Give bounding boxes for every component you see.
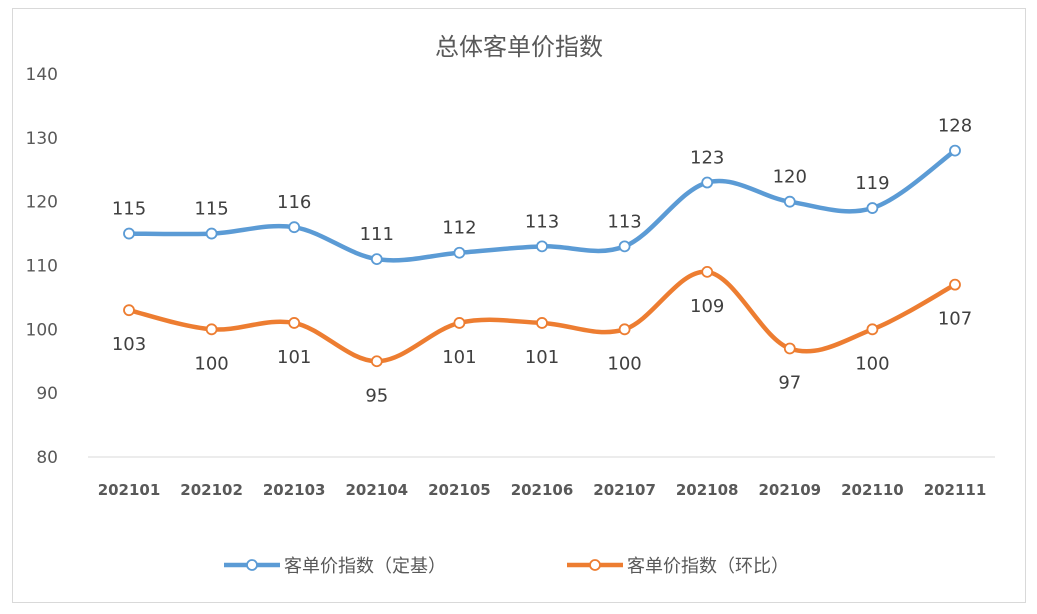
data-point (618, 240, 631, 253)
data-label: 112 (442, 218, 476, 239)
data-label: 103 (112, 334, 146, 355)
data-point (370, 355, 383, 368)
y-tick-label: 90 (36, 384, 58, 404)
legend-marker (589, 559, 601, 571)
chart-frame (12, 8, 1026, 603)
data-label: 109 (690, 296, 724, 317)
data-point (453, 317, 466, 329)
data-point (949, 144, 961, 157)
data-label: 101 (525, 347, 559, 368)
y-tick-label: 140 (26, 65, 58, 85)
x-tick-label: 202104 (345, 481, 408, 499)
data-point (288, 317, 301, 329)
data-label: 128 (938, 116, 972, 137)
y-tick-label: 100 (26, 320, 58, 340)
data-point (536, 317, 548, 329)
data-label: 123 (690, 148, 724, 169)
data-point (701, 265, 714, 278)
data-label: 100 (855, 353, 889, 374)
x-tick-label: 202106 (511, 481, 574, 499)
data-point (370, 253, 383, 266)
x-tick-label: 202108 (676, 481, 739, 499)
data-point (205, 227, 218, 240)
x-tick-label: 202109 (758, 481, 821, 499)
data-point (123, 227, 135, 240)
data-label: 115 (112, 199, 146, 220)
data-label: 95 (365, 385, 388, 406)
data-point (701, 176, 714, 189)
data-point (783, 342, 796, 355)
legend-label-1: 客单价指数（环比） (627, 556, 789, 577)
data-point (783, 195, 796, 208)
data-label: 116 (277, 192, 311, 213)
data-point (536, 240, 548, 253)
data-label: 119 (855, 173, 889, 194)
x-tick-label: 202103 (263, 481, 326, 499)
data-label: 113 (525, 211, 559, 232)
x-tick-label: 202101 (98, 481, 161, 499)
data-point (866, 202, 879, 214)
data-label: 113 (607, 211, 641, 232)
x-tick-label: 202102 (180, 481, 243, 499)
data-point (205, 323, 218, 336)
data-point (866, 323, 879, 336)
y-tick-label: 80 (36, 448, 58, 468)
data-label: 101 (277, 347, 311, 368)
data-label: 115 (194, 199, 228, 220)
data-point (453, 246, 466, 259)
data-label: 100 (194, 353, 228, 374)
data-label: 111 (360, 224, 394, 245)
data-label: 97 (778, 372, 801, 393)
data-label: 120 (773, 167, 807, 188)
y-tick-label: 120 (26, 193, 58, 213)
legend-marker (246, 559, 258, 571)
data-point (123, 304, 135, 317)
chart-title: 总体客单价指数 (435, 33, 603, 61)
data-label: 107 (938, 309, 972, 330)
legend-label-0: 客单价指数（定基） (284, 556, 446, 577)
data-point (618, 323, 631, 336)
x-tick-label: 202107 (593, 481, 656, 499)
y-tick-label: 130 (26, 129, 58, 149)
data-label: 100 (607, 353, 641, 374)
x-tick-label: 202105 (428, 481, 491, 499)
y-tick-label: 110 (26, 257, 58, 277)
x-tick-label: 202111 (924, 481, 987, 499)
data-point (288, 221, 301, 234)
data-point (949, 278, 961, 291)
x-tick-label: 202110 (841, 481, 904, 499)
data-label: 101 (442, 347, 476, 368)
